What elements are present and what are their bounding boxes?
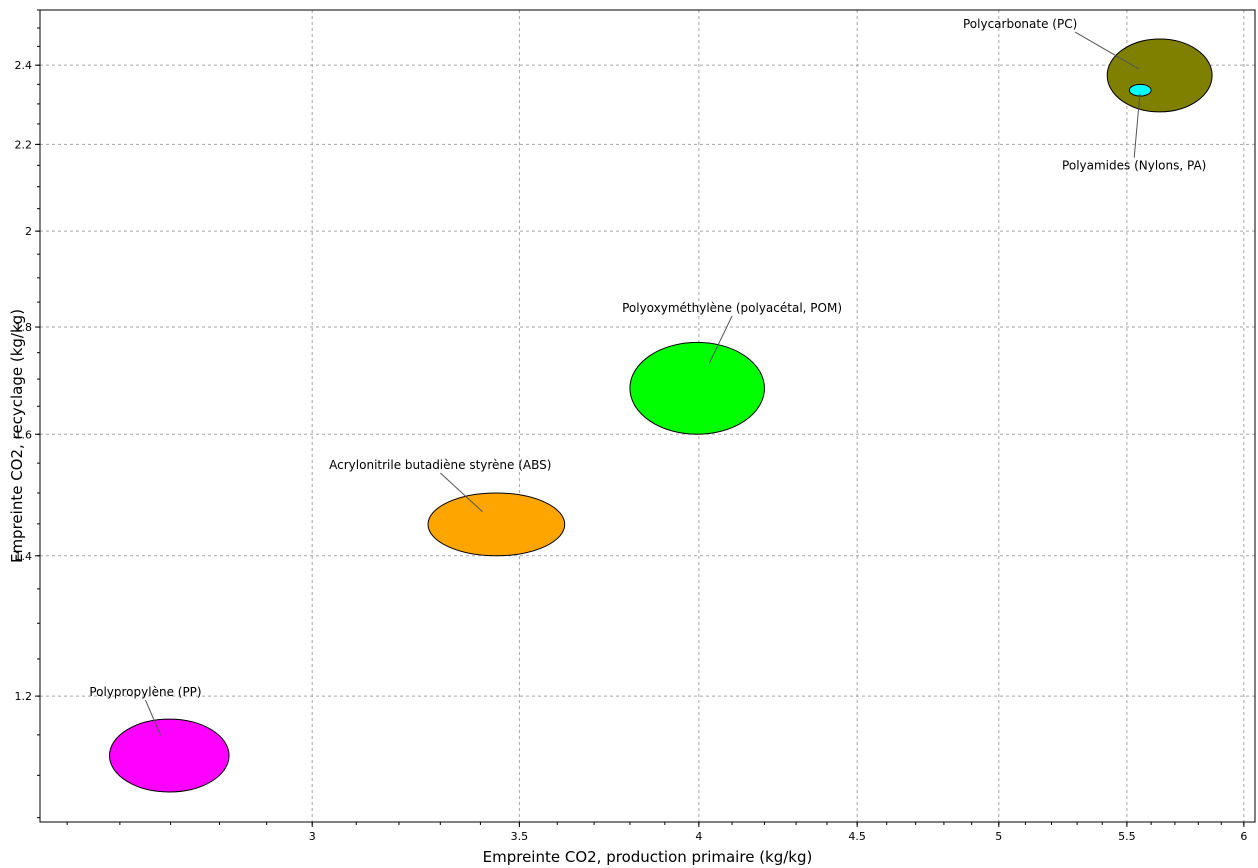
grid-layer	[40, 10, 1255, 822]
leader-line-polyamides-nylons-pa	[1133, 93, 1141, 158]
leader-line-acrylonitrile-butadi-ne-styr-ne-abs	[439, 472, 483, 513]
bubble-label-polycarbonate-pc: Polycarbonate (PC)	[963, 17, 1077, 31]
y-tick-label: 1.4	[15, 550, 33, 563]
bubble-layer	[108, 38, 1213, 793]
y-tick-label: 2.2	[15, 138, 33, 151]
x-tick-label: 5.5	[1118, 830, 1136, 843]
y-tick-label: 1.6	[15, 428, 33, 441]
y-axis-title: Empreinte CO2, recyclage (kg/kg)	[8, 309, 26, 563]
bubble-polyamides-nylons-pa[interactable]	[1128, 83, 1152, 97]
plot-frame	[39, 9, 1256, 823]
bubble-acrylonitrile-butadi-ne-styr-ne-abs[interactable]	[427, 492, 566, 557]
bubble-polypropyl-ne-pp[interactable]	[108, 718, 230, 793]
bubble-polyoxym-thyl-ne-polyac-tal-pom[interactable]	[629, 341, 765, 435]
label-layer: Polypropylène (PP) Acrylonitrile butadièn…	[89, 17, 1206, 736]
leader-line-polypropyl-ne-pp	[145, 699, 162, 736]
leader-line-polycarbonate-pc	[1074, 31, 1140, 70]
x-tick-label: 5	[995, 830, 1002, 843]
bubble-label-polyoxym-thyl-ne-polyac-tal-pom: Polyoxyméthylène (polyacétal, POM)	[622, 301, 842, 315]
axes-layer: 3 3.5 4 4.5 5 5.5 6 1.2 1.4 1.6 1.8 2 2.2 2.4	[15, 9, 1256, 843]
bubble-polycarbonate-pc[interactable]	[1106, 38, 1213, 113]
bubble-label-acrylonitrile-butadi-ne-styr-ne-abs: Acrylonitrile butadiène styrène (ABS)	[329, 458, 551, 472]
y-tick-label: 2	[25, 225, 32, 238]
y-tick-label: 2.4	[15, 59, 33, 72]
y-tick-label: 1.2	[15, 690, 33, 703]
x-tick-label: 6	[1240, 830, 1247, 843]
bubble-label-polyamides-nylons-pa: Polyamides (Nylons, PA)	[1062, 159, 1206, 173]
leader-line-polyoxym-thyl-ne-polyac-tal-pom	[708, 315, 733, 364]
x-tick-label: 3.5	[511, 830, 529, 843]
x-tick-label: 4.5	[848, 830, 866, 843]
x-tick-label: 4	[695, 830, 702, 843]
bubble-label-polypropyl-ne-pp: Polypropylène (PP)	[89, 685, 201, 699]
x-axis-title: Empreinte CO2, production primaire (kg/k…	[483, 848, 813, 866]
y-tick-label: 1.8	[15, 321, 33, 334]
x-tick-label: 3	[309, 830, 316, 843]
